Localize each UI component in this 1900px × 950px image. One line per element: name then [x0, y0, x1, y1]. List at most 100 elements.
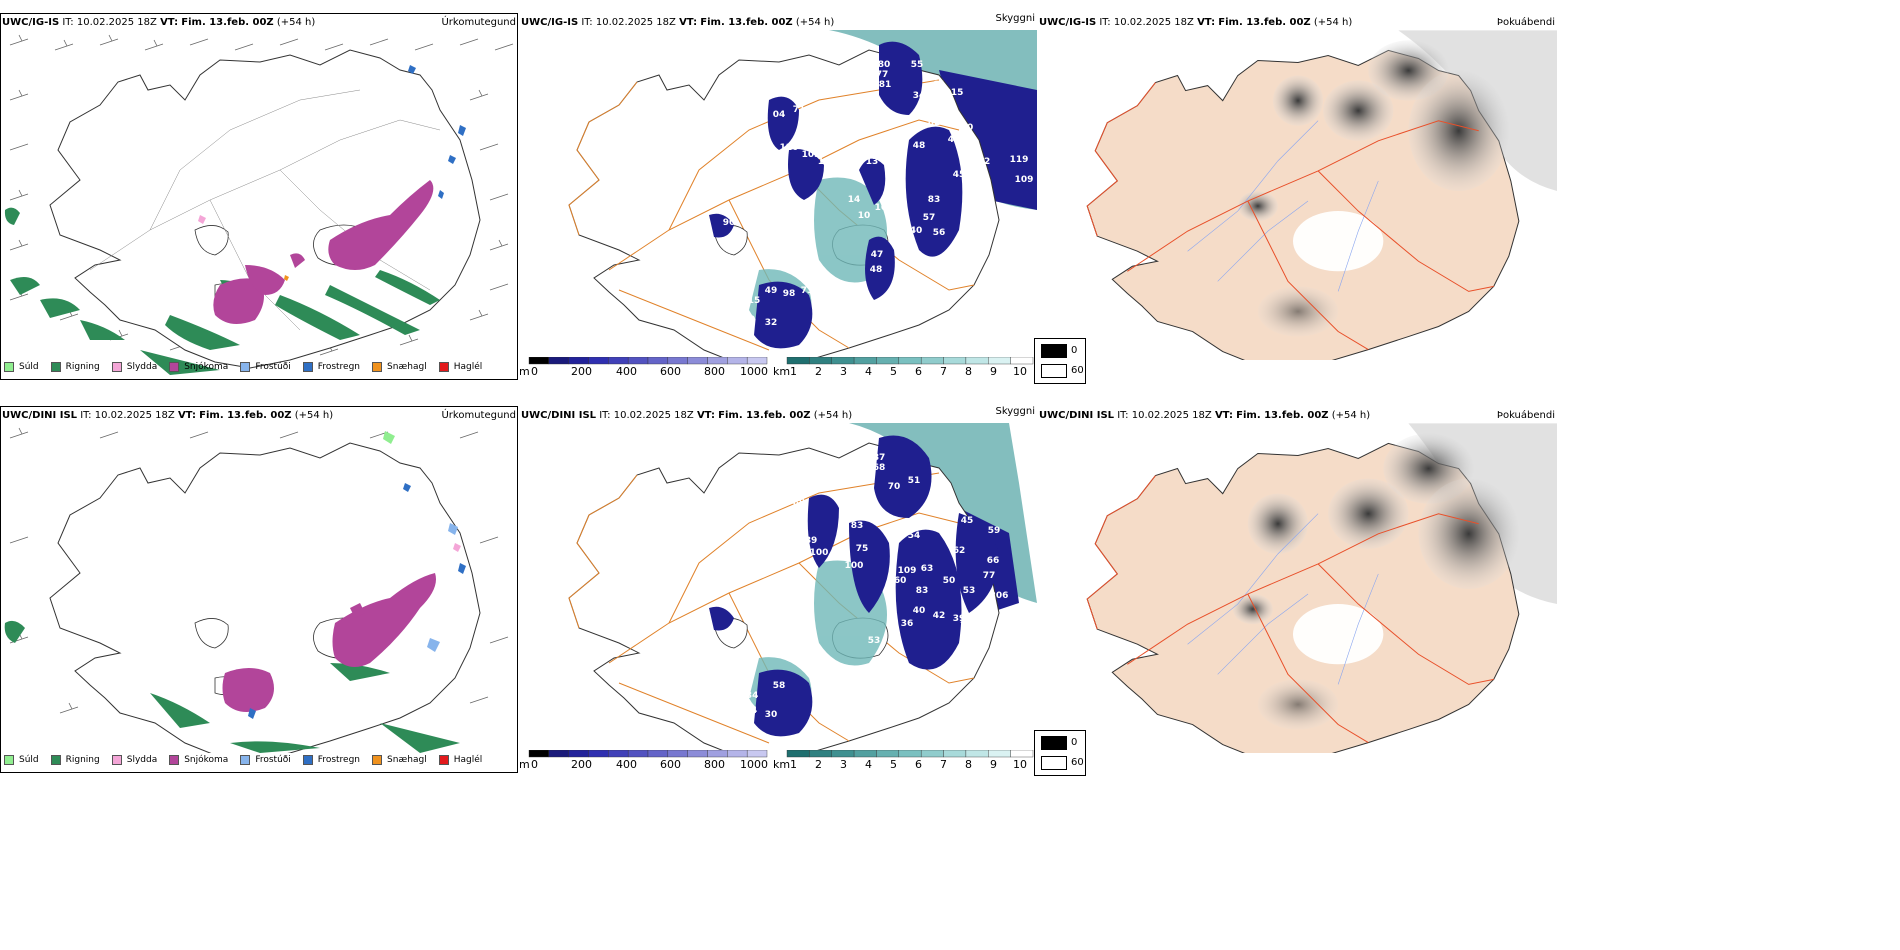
fog-key-dark-label: 0: [1071, 737, 1078, 748]
cloudbase-label: 50: [943, 576, 956, 586]
tick-label: 9: [990, 758, 997, 771]
colorbar-swatch: [876, 750, 900, 758]
vt-value: Fim. 13.feb. 00Z: [1236, 410, 1329, 421]
legend-item: Frostúði: [240, 362, 291, 372]
visibility-colorbar: km 1 2 3 4 5 6 7 8 9 10: [773, 357, 1035, 379]
colorbar-swatch: [727, 357, 748, 365]
drizzle-areas: [383, 431, 395, 444]
precip-type-map: [4, 427, 509, 753]
cloudbase-label: 10: [858, 211, 871, 221]
sleet: [453, 543, 461, 552]
precip-legend: Súld Rigning Slydda Snjókoma Frostúði Fr…: [4, 752, 494, 768]
colorbar-swatch: [920, 750, 944, 758]
legend-swatch: [438, 755, 449, 765]
cloudbase-label: 36: [901, 619, 914, 629]
tick-label: 1000: [740, 365, 768, 378]
legend-item: Frostregn: [302, 362, 360, 372]
cloudbase-label: 119: [1010, 155, 1029, 165]
legend-item: Snæhagl: [372, 755, 427, 765]
tick-label: 1000: [740, 758, 768, 771]
colorbar-swatch: [627, 357, 649, 365]
cloudbase-label: 30: [765, 710, 778, 720]
legend-label: Rigning: [65, 755, 100, 765]
legend-item: Snjókoma: [169, 755, 228, 765]
tick-label: 8: [965, 365, 972, 378]
cloudbase-label: 30: [863, 668, 876, 678]
fog-key: 0 60: [1034, 338, 1086, 384]
vt-value: Fim. 13.feb. 00Z: [718, 410, 811, 421]
cloudbase-label: 80: [878, 60, 891, 70]
legend-item: Snæhagl: [372, 362, 427, 372]
tick-label: 6: [915, 365, 922, 378]
tick-label: 4: [865, 758, 872, 771]
cloudbase-colorbar: m 0 200 400 600 800 1000: [519, 357, 769, 379]
cloudbase-label: 40: [913, 606, 926, 616]
legend-label: Slydda: [126, 362, 158, 372]
cloudbase-label: 54: [931, 95, 944, 105]
cloudbase-label: 56: [933, 228, 946, 238]
cloudbase-label: 63: [921, 564, 934, 574]
fog-key: 0 60: [1034, 730, 1086, 776]
legend-label: Haglél: [453, 362, 483, 372]
cloudbase-label: 39: [953, 614, 966, 624]
panel-title: Úrkomutegund: [441, 410, 516, 421]
colorbar-swatches: [786, 750, 1034, 758]
cloudbase-label: 32: [765, 318, 778, 328]
colorbar-swatch: [687, 357, 708, 365]
colorbar-swatch: [707, 750, 728, 758]
legend-swatch: [169, 362, 180, 372]
cloudbase-label: 98: [783, 289, 796, 299]
roads: [1086, 82, 1494, 351]
lead-time: (+54 h): [795, 17, 835, 28]
colorbar-swatch: [647, 357, 669, 365]
colorbar-swatches: [528, 357, 768, 365]
legend-item: Rigning: [50, 362, 100, 372]
tick-label: 10: [1013, 758, 1027, 771]
legend-swatch: [438, 362, 449, 372]
it-label: IT:: [581, 17, 593, 28]
colorbar-unit: km: [773, 365, 791, 378]
cloudbase-label: 12: [818, 157, 831, 167]
colorbar-swatch: [687, 750, 708, 758]
colorbar-swatch: [528, 750, 550, 758]
vt-value: Fim. 13.feb. 00Z: [700, 17, 793, 28]
cloudbase-areas: [709, 41, 963, 349]
cloudbase-label: 109: [898, 566, 917, 576]
tick-label: 4: [865, 365, 872, 378]
cloudbase-label: 82: [928, 118, 941, 128]
colorbar-swatch: [786, 750, 810, 758]
cloudbase-label: 83: [916, 586, 929, 596]
sleet: [198, 215, 206, 224]
cloudbase-label: 15: [748, 296, 761, 306]
tick-label: 200: [571, 365, 592, 378]
colorbar-swatch: [588, 750, 609, 758]
cloudbase-label: 160: [888, 576, 907, 586]
cloudbase-label: 53: [963, 586, 976, 596]
it-label: IT:: [1117, 410, 1129, 421]
visibility-colorbar-svg: [786, 750, 1034, 758]
it-value: 10.02.2025 18Z: [76, 17, 157, 28]
tick-label: 400: [616, 758, 637, 771]
cloudbase-label: 76: [813, 678, 826, 688]
legend-label: Snjókoma: [184, 755, 229, 765]
vt-value: Fim. 13.feb. 00Z: [199, 410, 292, 421]
hail: [284, 275, 289, 281]
cloudbase-label: 71: [793, 105, 806, 115]
colorbar-swatch: [627, 750, 649, 758]
snow-areas: [213, 180, 434, 324]
fog-header-row2: UWC/DINI ISL IT: 10.02.2025 18Z VT: Fim.…: [1037, 408, 1557, 424]
cloudbase-label: 40: [910, 226, 923, 236]
tick-label: 3: [840, 365, 847, 378]
legend-label: Snæhagl: [387, 755, 427, 765]
rivers: [1187, 513, 1379, 685]
cloudbase-label: 55: [911, 60, 924, 70]
tick-label: 7: [940, 365, 947, 378]
colorbar-swatch: [746, 750, 768, 758]
cloudbase-label: 75: [856, 544, 869, 554]
tick-label: 9: [990, 365, 997, 378]
tick-label: 8: [965, 758, 972, 771]
cloudbase-label: 84: [933, 113, 946, 123]
fog-key-dark-swatch: [1041, 736, 1067, 750]
